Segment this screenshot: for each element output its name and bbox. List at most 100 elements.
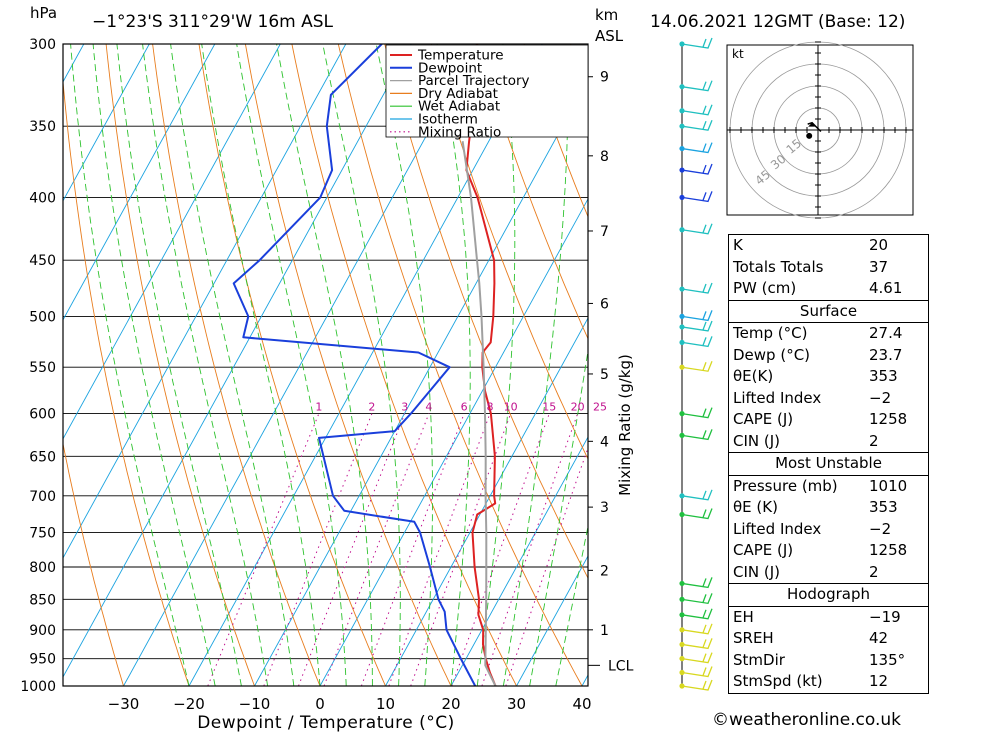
legend-box	[385, 44, 589, 138]
dry-adiabat	[384, 44, 588, 580]
stat-label: StmDir	[733, 650, 785, 669]
pressure-tick-label: 950	[29, 652, 56, 668]
mixing-ratio-line	[388, 413, 491, 686]
mixing-ratio-label: 1	[315, 401, 322, 414]
wind-barb	[681, 593, 713, 605]
stat-value: 135°	[869, 650, 906, 669]
stat-value: 1258	[869, 541, 908, 559]
mixing-ratio-line	[505, 446, 588, 686]
lcl-label: LCL	[608, 658, 634, 674]
mixing-ratio-line	[298, 413, 406, 686]
isotherm	[63, 44, 150, 202]
mixing-ratio-line	[410, 413, 512, 686]
dry-adiabat	[152, 44, 321, 686]
dry-adiabat	[477, 44, 588, 340]
pressure-tick-label: 500	[29, 309, 56, 325]
temperature-tick-label: 10	[376, 695, 395, 713]
mixing-ratio-line	[360, 413, 465, 686]
stat-row: CAPE (J) 1258	[729, 409, 928, 431]
stat-value: 1010	[869, 476, 908, 495]
stat-label: StmSpd (kt)	[733, 672, 823, 690]
isotherm	[385, 317, 588, 686]
pressure-tick-label: 1000	[20, 679, 56, 695]
mixing-ratio-axis-title: Mixing Ratio (g/kg)	[616, 354, 634, 496]
stat-label: CAPE (J)	[733, 541, 794, 559]
dry-adiabat	[105, 44, 255, 686]
isotherm	[319, 198, 588, 686]
wind-barb	[681, 623, 713, 635]
pressure-tick-label: 650	[29, 449, 56, 465]
wind-barb	[681, 489, 713, 501]
isotherm	[0, 44, 18, 686]
wind-barb	[681, 320, 713, 332]
wind-barb	[681, 638, 713, 650]
wind-barb	[681, 608, 713, 620]
wind-barb	[681, 37, 713, 49]
stat-value: 4.61	[869, 279, 903, 297]
stat-value: −2	[869, 388, 892, 407]
stat-value: 2	[869, 562, 879, 581]
temperature-tick-label: −20	[173, 695, 205, 713]
wind-barb	[681, 80, 713, 92]
legend-label: Mixing Ratio	[418, 124, 501, 140]
wet-adiabat	[201, 44, 321, 686]
wind-barb	[681, 652, 713, 664]
stat-value: 2	[869, 431, 879, 450]
isotherm	[63, 44, 347, 559]
wind-barb	[681, 429, 713, 441]
temperature-tick-label: 40	[572, 695, 591, 713]
stat-value: −2	[869, 519, 892, 538]
wet-adiabat	[276, 44, 373, 686]
stat-value: 353	[869, 367, 898, 385]
stat-row: θE (K) 353	[729, 497, 928, 519]
hodograph-section-title: Hodograph	[729, 583, 928, 606]
mixing-ratio-label: 25	[593, 401, 607, 414]
stat-value: 20	[869, 236, 889, 254]
stat-label: CAPE (J)	[733, 410, 794, 428]
stat-value: 1258	[869, 410, 908, 428]
stat-row: CIN (J) 2	[729, 431, 928, 453]
mixing-ratio-label: 8	[487, 401, 494, 414]
stat-row: SREH 42	[729, 628, 928, 650]
stat-row: EH −19	[729, 605, 928, 629]
wind-barb	[681, 360, 713, 372]
wind-barb	[681, 163, 713, 175]
stat-row: K 20	[729, 235, 928, 257]
legend-label: Isotherm	[418, 112, 478, 128]
isotherm	[254, 79, 588, 686]
wet-adiabat	[436, 44, 471, 686]
stat-row: CAPE (J) 1258	[729, 540, 928, 562]
temperature-tick-label: 20	[441, 695, 460, 713]
wet-adiabat	[170, 44, 295, 686]
dry-adiabat	[244, 44, 452, 686]
storm-motion-marker	[806, 132, 813, 139]
stat-label: EH	[733, 607, 754, 626]
wind-barb	[681, 191, 713, 203]
dry-adiabat	[63, 441, 124, 686]
temperature-tick-label: −30	[108, 695, 140, 713]
stat-row: Pressure (mb) 1010	[729, 474, 928, 498]
legend-label: Dry Adiabat	[418, 86, 498, 102]
height-tick-label: 2	[600, 563, 609, 579]
stat-label: Dewp (°C)	[733, 345, 811, 364]
temperature-tick-label: 30	[507, 695, 526, 713]
wet-adiabat	[236, 44, 347, 686]
dry-adiabat	[430, 44, 588, 460]
stat-label: CIN (J)	[733, 431, 781, 450]
pressure-tick-label: 550	[29, 360, 56, 376]
height-tick-label: 5	[600, 367, 609, 383]
wind-dot	[679, 145, 685, 152]
mixing-ratio-line	[481, 413, 579, 686]
mixing-ratio-line	[263, 413, 373, 686]
stat-row: PW (cm) 4.61	[729, 278, 928, 300]
wind-barb	[681, 336, 713, 348]
surface-section-title: Surface	[729, 299, 928, 323]
wind-barb	[681, 282, 713, 294]
stat-label: K	[733, 236, 743, 254]
stat-label: Temp (°C)	[733, 324, 808, 342]
wind-barb	[681, 666, 713, 678]
legend-label: Temperature	[417, 48, 504, 64]
